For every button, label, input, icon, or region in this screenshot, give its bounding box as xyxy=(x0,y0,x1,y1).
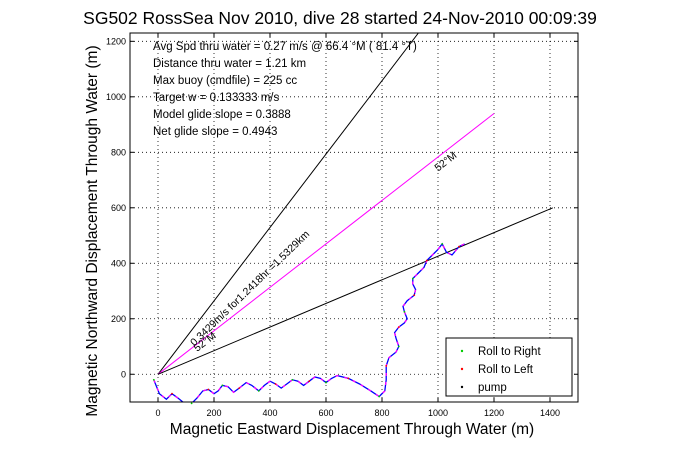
y-tick-label: 600 xyxy=(111,203,126,213)
track-point xyxy=(397,326,400,328)
legend-label: Roll to Right xyxy=(478,346,541,358)
track-point xyxy=(190,402,193,405)
legend-label: Roll to Left xyxy=(478,364,534,376)
x-tick-label: 1000 xyxy=(428,408,448,418)
legend-label: pump xyxy=(478,382,507,394)
track-point xyxy=(411,277,414,280)
legend-marker xyxy=(460,385,464,389)
y-axis-label: Magnetic Northward Displacement Through … xyxy=(84,45,101,416)
y-tick-label: 0 xyxy=(121,369,126,379)
x-tick-label: 400 xyxy=(262,408,277,418)
track-point xyxy=(152,378,155,381)
track-point xyxy=(403,310,406,313)
track-point xyxy=(171,392,173,395)
line-label: 52°M xyxy=(432,149,459,174)
track-point xyxy=(458,245,460,248)
plot-area: 0 200 400 600 800 1000 1200 1400 0 200 400 600 800 10… xyxy=(106,32,579,418)
track-point xyxy=(397,345,400,348)
track-point xyxy=(238,387,241,390)
x-tick-label: 1400 xyxy=(540,408,560,418)
line-label: 0.3429m/s for1.2418hr =1.5329km xyxy=(188,228,312,349)
track-point xyxy=(413,294,416,297)
y-tick-label: 1200 xyxy=(106,36,126,46)
track-point xyxy=(207,388,210,391)
annotation-line: Distance thru water = 1.21 km xyxy=(153,58,306,70)
track-point xyxy=(325,381,327,384)
x-tick-label: 200 xyxy=(206,408,221,418)
track-point xyxy=(221,384,224,387)
track-point xyxy=(291,378,294,381)
track-point xyxy=(274,383,277,385)
legend-marker xyxy=(460,367,464,371)
annotation-line: Model glide slope = 0.3888 xyxy=(153,109,291,121)
x-tick-label: 800 xyxy=(374,408,389,418)
x-axis-label: Magnetic Eastward Displacement Through W… xyxy=(170,421,534,438)
glider-track xyxy=(153,242,465,402)
legend-box xyxy=(445,337,573,397)
reference-line-course xyxy=(157,207,553,375)
track-point xyxy=(257,390,260,392)
legend-marker xyxy=(460,349,464,353)
axes-frame xyxy=(129,32,579,403)
y-tick-label: 1000 xyxy=(106,92,126,102)
y-tick-label: 400 xyxy=(111,258,126,268)
reference-line-heading xyxy=(157,113,495,375)
x-tick-label: 0 xyxy=(155,408,160,418)
annotation-line: Avg Spd thru water = 0.27 m/s @ 66.4 °M … xyxy=(153,41,417,53)
track-point xyxy=(347,377,350,380)
chart-title: SG502 RossSea Nov 2010, dive 28 started … xyxy=(83,8,597,28)
x-tick-label: 600 xyxy=(318,408,333,418)
x-tick-label: 1200 xyxy=(484,408,504,418)
annotation-line: Max buoy (cmdfile) = 225 cc xyxy=(153,75,297,87)
y-tick-label: 800 xyxy=(111,147,126,157)
annotation-line: Target w = 0.133333 m/s xyxy=(153,92,280,104)
glider-track-overlay xyxy=(153,242,465,402)
reference-line-upper xyxy=(157,33,419,375)
track-point xyxy=(308,380,311,383)
track-point xyxy=(425,259,428,262)
track-point xyxy=(441,242,444,245)
y-tick-label: 200 xyxy=(111,314,126,324)
track-point xyxy=(385,365,388,367)
annotation-line: Net glide slope = 0.4943 xyxy=(153,126,277,138)
reference-lines xyxy=(157,33,553,375)
track-point xyxy=(378,395,381,398)
